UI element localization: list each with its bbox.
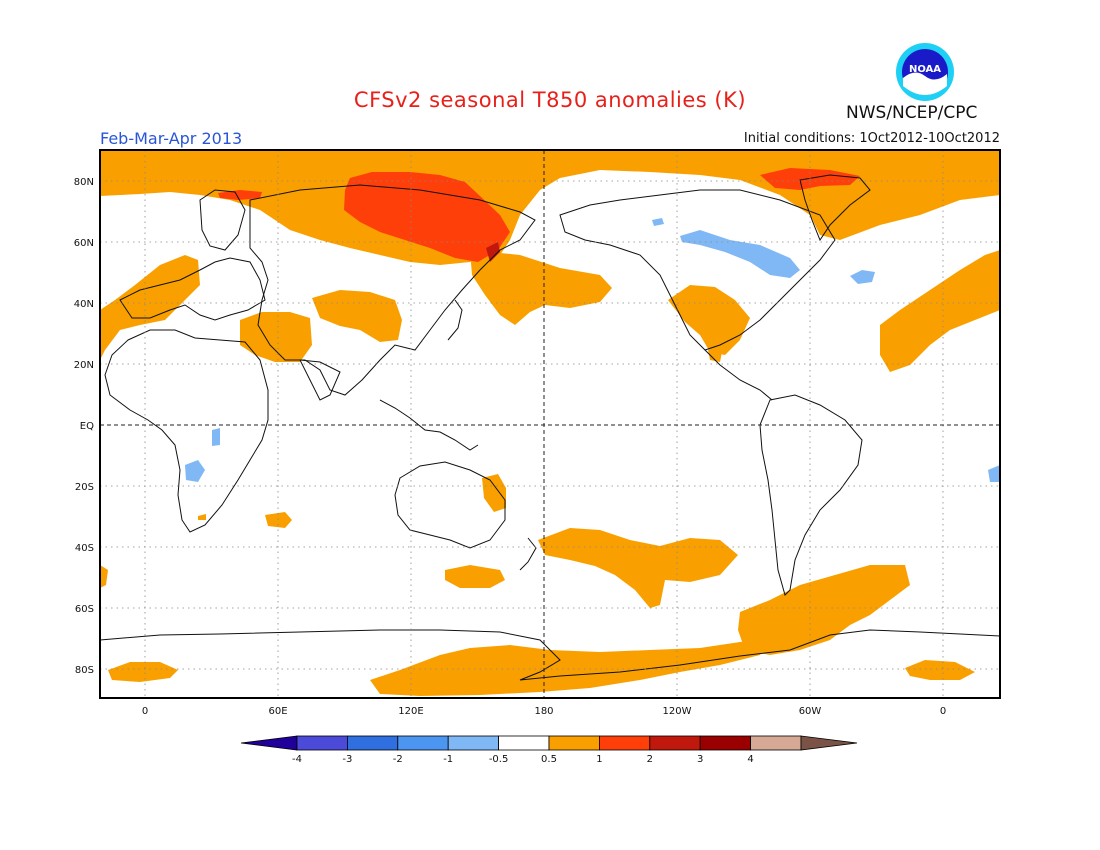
colorbar-tick-label: 1	[596, 754, 602, 765]
antarctic-warm-anomaly	[370, 640, 770, 696]
colorbar-swatch	[296, 735, 348, 751]
north-atlantic-cool-anomaly	[850, 270, 875, 284]
colorbar-tick-label: -4	[292, 754, 302, 765]
lon-label: 180	[534, 706, 553, 717]
colorbar-tick-label: 4	[747, 754, 753, 765]
initial-conditions-label: Initial conditions: 1Oct2012-10Oct2012	[743, 131, 1000, 146]
map-frame	[99, 149, 1001, 699]
graticule	[100, 150, 1000, 698]
barents-strong-anomaly	[218, 190, 262, 200]
north-pacific-warm-anomaly	[470, 250, 612, 325]
colorbar-tick-label: -2	[393, 754, 403, 765]
lon-label: 0	[940, 706, 946, 717]
colorbar-tick-label: 3	[697, 754, 703, 765]
colorbar-swatch	[498, 735, 550, 751]
north-america-warm-anomaly	[668, 285, 750, 355]
coastlines	[100, 174, 1000, 681]
lat-label: 60N	[74, 238, 94, 249]
lon-label: 120W	[663, 706, 692, 717]
colorbar-swatch	[548, 735, 600, 751]
south-africa-warm-anomaly	[198, 514, 206, 520]
africa-cool-anomaly	[185, 460, 205, 482]
colorbar-tick-label: -3	[342, 754, 352, 765]
siberia-small-red	[486, 242, 500, 262]
lon-label: 60E	[268, 706, 287, 717]
lon-label: 60W	[799, 706, 822, 717]
southern-ocean-warm-anomaly	[445, 565, 505, 588]
anomaly-shading	[100, 150, 1000, 696]
colorbar-swatch	[397, 735, 449, 751]
central-asia-warm-anomaly	[312, 290, 402, 342]
colorbar-tick-label: 0.5	[541, 754, 557, 765]
latitude-labels: 80N 60N 40N 20N EQ 20S 40S 60S 80S	[74, 177, 94, 676]
lat-label: EQ	[80, 421, 94, 432]
colorbar-tick-label: 2	[647, 754, 653, 765]
south-atlantic-warm-anomaly	[265, 512, 292, 528]
colorbar-swatch	[447, 735, 500, 751]
antarctic-west-warm	[108, 662, 178, 682]
australia-warm-anomaly	[482, 474, 506, 512]
colorbar-swatch	[750, 735, 802, 751]
colorbar-tick-label: -1	[443, 754, 453, 765]
noaa-logo-text: NOAA	[909, 64, 941, 75]
siberia-strong-anomaly	[344, 172, 510, 262]
lon-label: 0	[142, 706, 148, 717]
noaa-logo: NOAA	[896, 43, 954, 101]
mexico-warm-anomaly	[708, 350, 722, 362]
lon-label: 120E	[398, 706, 423, 717]
equator-dateline	[100, 150, 1000, 698]
colorbar-swatch	[649, 735, 701, 751]
colorbar-min-arrow	[240, 735, 298, 751]
colorbar-max-arrow	[800, 735, 858, 751]
map-title: CFSv2 seasonal T850 anomalies (K)	[353, 88, 747, 112]
south-atlantic-edge-cool	[988, 465, 1000, 482]
lat-label: 40N	[74, 299, 94, 310]
longitude-labels: 0 60E 120E 180 120W 60W 0	[142, 706, 946, 717]
canada-cool-anomaly	[680, 230, 800, 278]
arctic-cool-anomaly	[652, 218, 664, 226]
lat-label: 20N	[74, 360, 94, 371]
colorbar-swatch	[699, 735, 752, 751]
colorbar-swatch	[346, 735, 399, 751]
lat-label: 80N	[74, 177, 94, 188]
lat-label: 40S	[75, 543, 94, 554]
agency-label: NWS/NCEP/CPC	[846, 103, 978, 123]
east-atlantic-warm-anomaly	[880, 250, 1000, 372]
lat-label: 20S	[75, 482, 94, 493]
colorbar: -4 -3 -2 -1 -0.5 0.5 1 2 3 4	[240, 735, 858, 765]
atlantic-edge-warm	[100, 565, 108, 588]
lat-label: 60S	[75, 604, 94, 615]
lat-label: 80S	[75, 665, 94, 676]
colorbar-swatch	[599, 735, 651, 751]
colorbar-tick-label: -0.5	[489, 754, 509, 765]
south-pacific-warm-anomaly	[538, 528, 738, 608]
africa-cool-small	[212, 428, 220, 446]
south-america-warm-anomaly	[738, 565, 910, 655]
antarctic-east-warm	[905, 660, 975, 680]
season-label: Feb-Mar-Apr 2013	[100, 129, 243, 148]
